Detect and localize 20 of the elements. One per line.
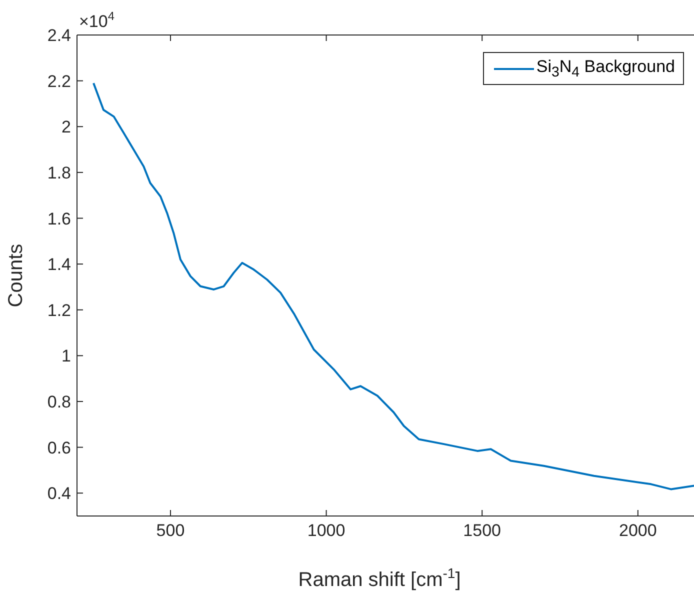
text: ×10$^{4}$ — [79, 9, 115, 31]
x-axis-title: Raman shift [cm$^{-1}$] — [298, 565, 461, 591]
x-tick-label: 1000 — [307, 521, 346, 540]
x-tick-label: 1500 — [463, 521, 502, 540]
y-tick-label: 2.4 — [47, 26, 71, 46]
y-tick-label: 1 — [62, 346, 71, 366]
x-tick-label: 2000 — [618, 521, 657, 540]
y-tick-label: 1.8 — [47, 163, 71, 182]
y-tick-label: 0.8 — [47, 392, 71, 412]
legend-label: Si$_{3}$N$_{4}$ Background — [536, 57, 675, 80]
line-series — [92, 82, 694, 490]
y-tick-label: 0.6 — [47, 438, 71, 458]
y-axis-title: Counts — [5, 244, 27, 308]
x-tick-label: 500 — [156, 521, 185, 540]
y-tick-label: 1.4 — [47, 255, 71, 274]
y-tick-label: 2.2 — [47, 72, 71, 91]
y-tick-label: 0.4 — [47, 484, 71, 504]
y-tick-label: 1.6 — [47, 209, 71, 228]
y-tick-label: 2 — [62, 118, 71, 137]
y-tick-label: 1.2 — [47, 300, 71, 320]
